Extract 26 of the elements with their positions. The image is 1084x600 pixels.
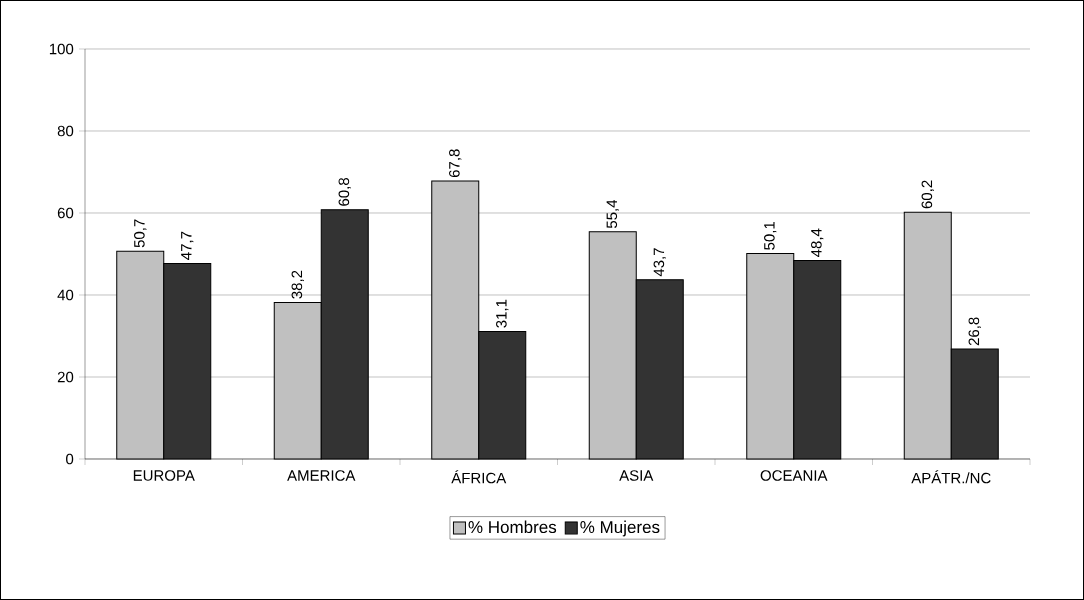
x-tick-label: APÁTR./NC bbox=[911, 470, 991, 484]
y-tick-label: 60 bbox=[57, 207, 74, 219]
data-label: 26,8 bbox=[968, 317, 981, 346]
data-label: 50,7 bbox=[134, 219, 147, 248]
data-label: 38,2 bbox=[291, 270, 304, 299]
x-tick-label: ASIA bbox=[619, 470, 654, 481]
y-tick-label: 80 bbox=[57, 125, 74, 137]
data-label: 60,8 bbox=[338, 177, 351, 206]
data-label: 50,1 bbox=[764, 221, 777, 250]
data-label: 31,1 bbox=[496, 299, 509, 328]
y-tick-label: 20 bbox=[57, 371, 74, 383]
data-label: 47,7 bbox=[181, 231, 194, 260]
data-label: 43,7 bbox=[653, 248, 666, 277]
legend-label: % Hombres bbox=[468, 520, 557, 534]
y-tick-label: 0 bbox=[66, 453, 74, 465]
y-tick-label: 40 bbox=[57, 289, 74, 301]
x-tick-label: OCEANIA bbox=[760, 470, 828, 481]
data-label: 60,2 bbox=[921, 180, 934, 209]
x-tick-label: ÁFRICA bbox=[451, 470, 507, 484]
data-label: 55,4 bbox=[606, 199, 619, 229]
legend-label: % Mujeres bbox=[580, 520, 660, 537]
x-tick-label: EUROPA bbox=[133, 470, 195, 481]
data-label: 67,8 bbox=[449, 149, 462, 178]
y-tick-label: 100 bbox=[49, 43, 74, 55]
x-tick-label: AMERICA bbox=[287, 470, 356, 481]
data-label: 48,4 bbox=[811, 228, 824, 258]
